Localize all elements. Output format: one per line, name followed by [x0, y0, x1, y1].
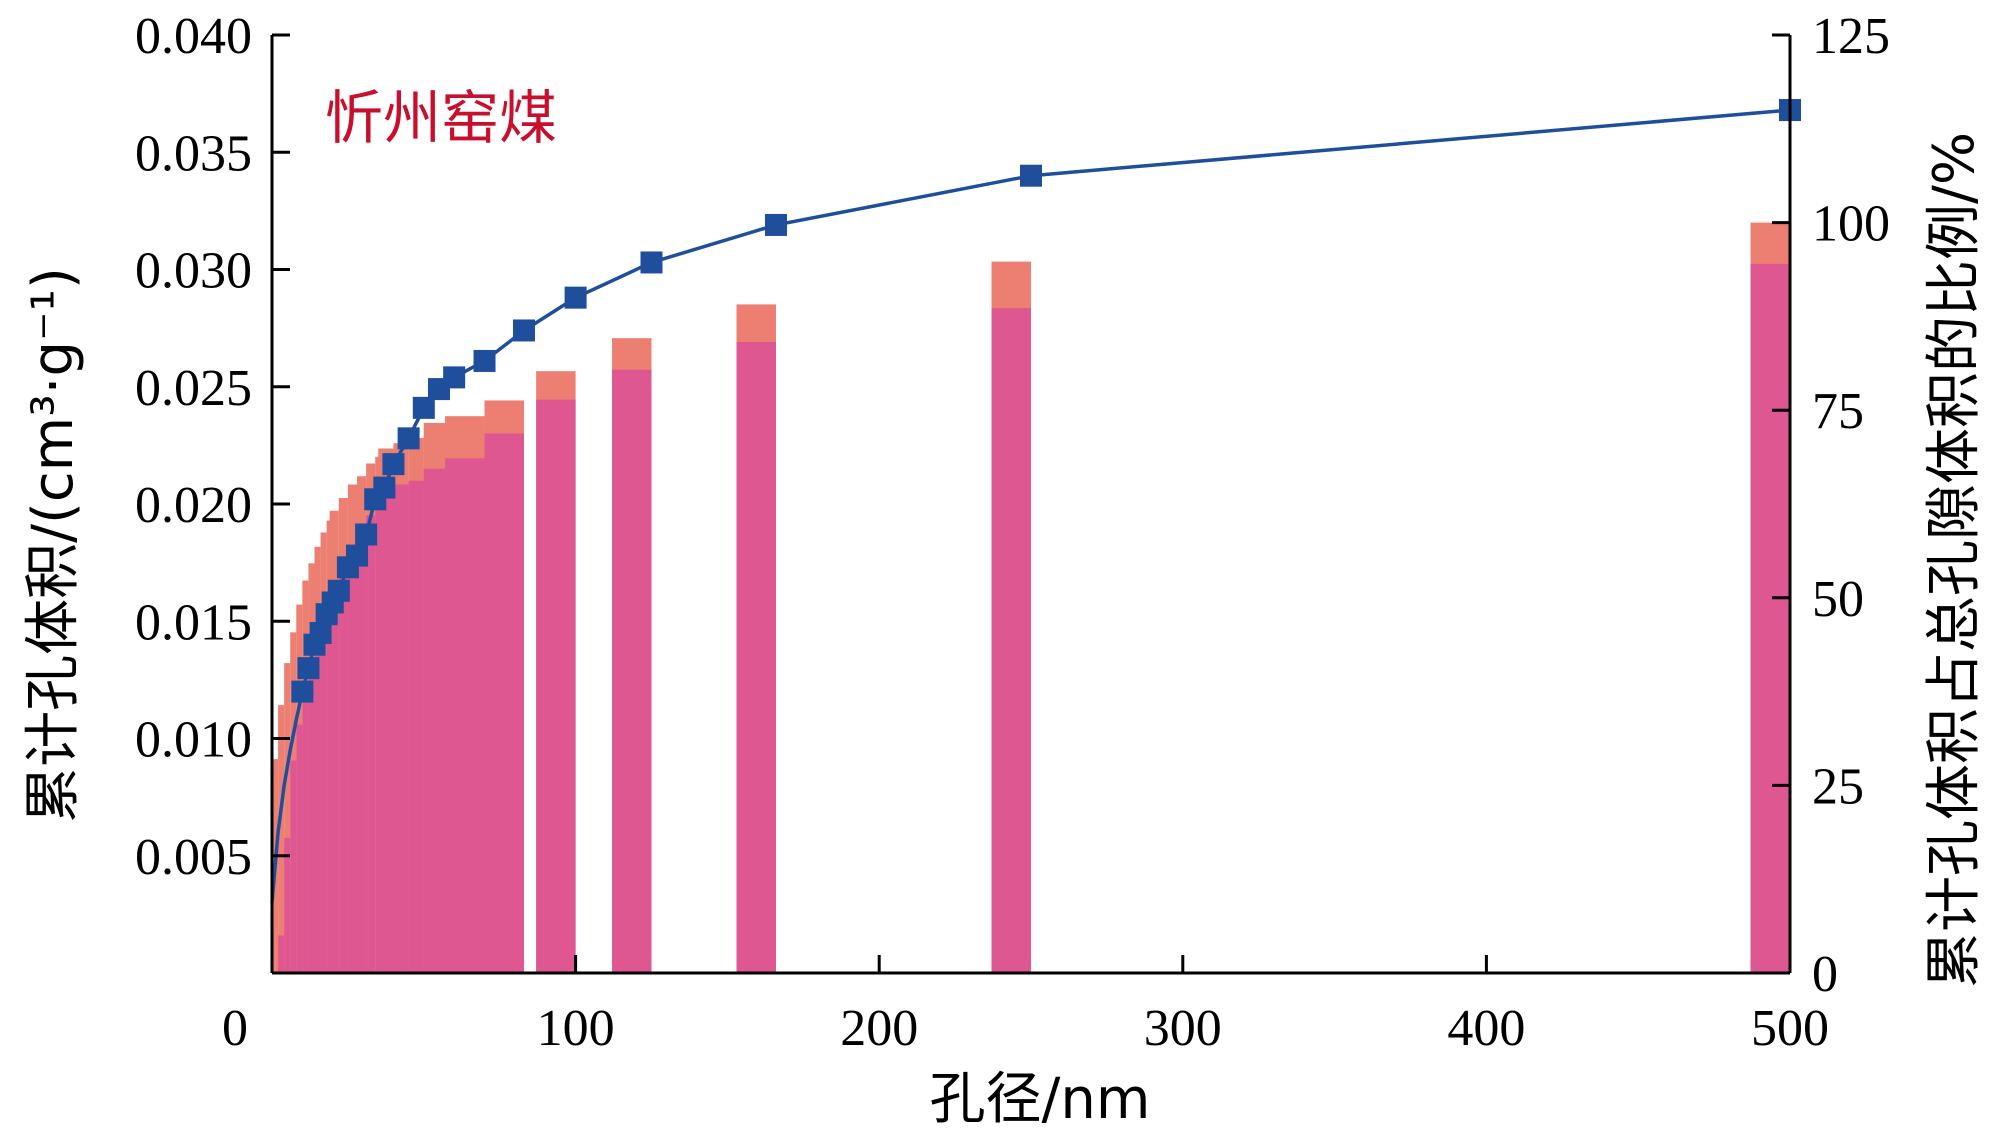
- y-right-tick-label: 0: [1812, 946, 1838, 1003]
- line-marker: [512, 319, 535, 342]
- bar-front: [338, 564, 348, 973]
- bar-front: [308, 662, 315, 973]
- line-marker: [291, 680, 314, 703]
- x-tick-labels: 0 100 200 300 400 500: [222, 1000, 1829, 1057]
- bar-front: [347, 546, 358, 973]
- tick-marks: [272, 33, 1790, 975]
- bar-front: [1750, 263, 1790, 973]
- x-axis-title: 孔径/nm: [930, 1067, 1151, 1132]
- line-marker: [309, 621, 332, 644]
- x-tick-label: 300: [1144, 1000, 1222, 1057]
- marker-series: [291, 99, 1801, 703]
- bar-front: [378, 496, 394, 973]
- bar-back: [284, 663, 291, 973]
- bar-front: [284, 837, 291, 973]
- line-marker: [564, 286, 587, 309]
- y-right-tick-label: 25: [1812, 758, 1864, 815]
- bar-front: [536, 399, 576, 973]
- x-tick-label: 100: [537, 1000, 615, 1057]
- line-marker: [327, 579, 350, 602]
- y-right-tick-label: 75: [1812, 383, 1864, 440]
- line-marker: [1020, 164, 1042, 187]
- chart-annotation: 忻州窑煤: [325, 84, 557, 152]
- line-marker: [373, 476, 396, 499]
- y-left-tick-label: 0.030: [135, 243, 252, 300]
- line-marker: [355, 523, 378, 546]
- y-right-tick-label: 125: [1812, 8, 1890, 65]
- line-marker: [397, 427, 420, 450]
- bar-front: [320, 613, 327, 973]
- bar-front: [302, 687, 309, 973]
- x-tick-label: 0: [222, 1000, 248, 1057]
- bar-front: [296, 724, 303, 973]
- line-marker: [764, 213, 787, 236]
- bar-front: [290, 760, 297, 973]
- line-marker: [443, 366, 466, 389]
- y-right-tick-label: 100: [1812, 196, 1890, 253]
- bar-front: [329, 580, 339, 973]
- line-marker: [346, 544, 369, 567]
- y-right-axis-title: 累计孔体积占总孔隙体积的比例/%: [1922, 132, 1987, 988]
- line-marker: [297, 657, 320, 680]
- line-marker: [382, 453, 405, 476]
- y-right-tick-labels: 0 25 50 75 100 125: [1812, 8, 1890, 1003]
- x-tick-label: 400: [1447, 1000, 1525, 1057]
- bar-front: [736, 341, 776, 974]
- y-left-tick-label: 0.025: [135, 360, 252, 417]
- bar-back: [278, 705, 285, 973]
- bar-front: [991, 308, 1031, 973]
- y-left-tick-label: 0.020: [135, 477, 252, 534]
- bar-front: [393, 484, 409, 973]
- bar-front: [445, 458, 485, 973]
- bar-front: [278, 935, 285, 973]
- y-left-tick-label: 0.015: [135, 594, 252, 651]
- y-left-tick-label: 0.040: [135, 8, 252, 65]
- y-left-tick-label: 0.035: [135, 125, 252, 182]
- x-tick-label: 500: [1751, 1000, 1829, 1057]
- bar-front: [314, 637, 321, 973]
- y-left-axis-title: 累计孔体积/(cm³·g⁻¹): [21, 267, 86, 823]
- y-left-tick-labels: 0.005 0.010 0.015 0.020 0.025 0.030 0.035 0.040: [135, 8, 252, 886]
- bar-front: [408, 480, 424, 973]
- y-left-tick-label: 0.010: [135, 712, 252, 769]
- line-marker: [412, 396, 435, 419]
- y-left-tick-label: 0.005: [135, 829, 252, 886]
- line-marker: [640, 251, 663, 274]
- x-tick-label: 200: [840, 1000, 918, 1057]
- line-marker: [473, 349, 496, 372]
- bar-front: [612, 369, 652, 973]
- bar-front: [366, 515, 376, 973]
- y-right-tick-label: 50: [1812, 571, 1864, 628]
- bar-front: [484, 433, 524, 973]
- bar-group-front: [278, 263, 1790, 974]
- bar-front: [357, 525, 367, 973]
